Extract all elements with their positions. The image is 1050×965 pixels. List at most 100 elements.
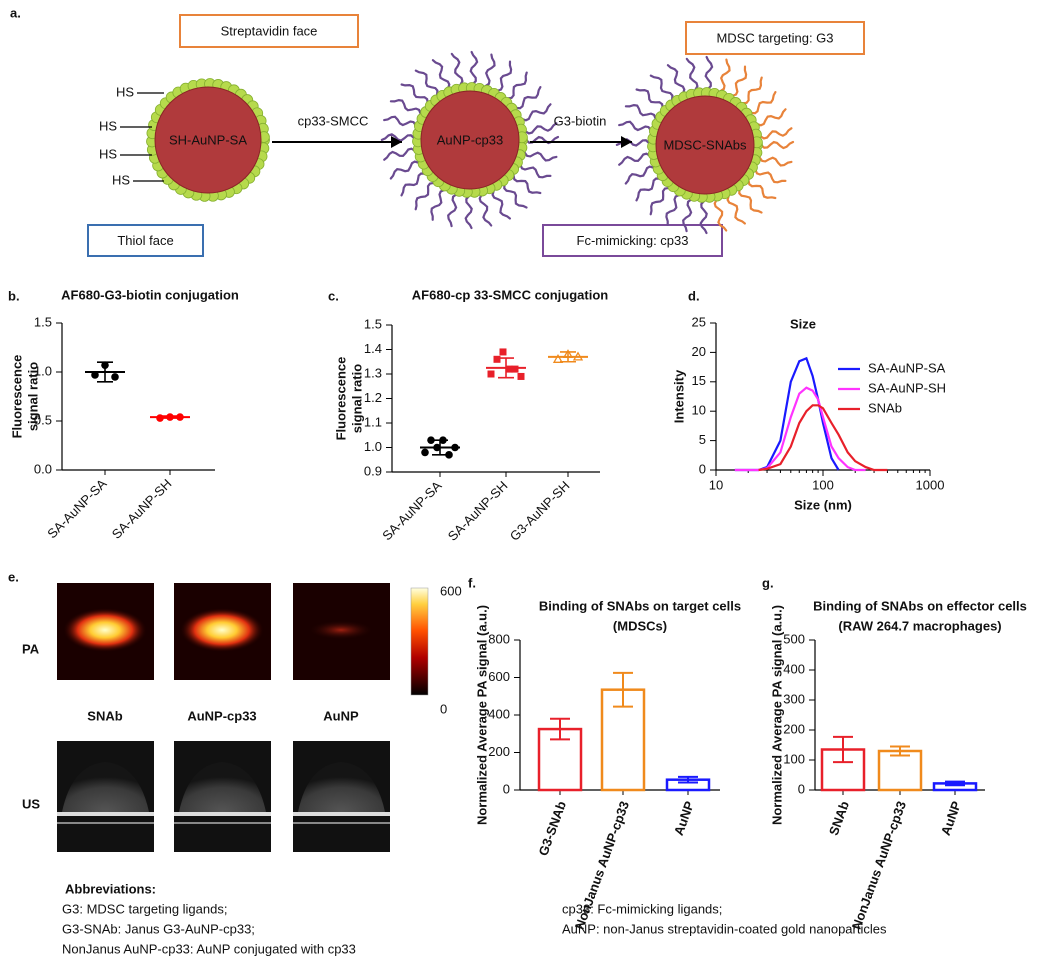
y-tick-label: 0.9 (364, 463, 382, 478)
data-point (487, 370, 495, 378)
nanoparticle (380, 50, 560, 230)
ligand (431, 59, 451, 90)
gold-core (420, 90, 520, 190)
x-tick-label: G3-AuNP-SH (507, 478, 573, 544)
sample-label: AuNP (323, 708, 359, 723)
ligand (726, 194, 746, 225)
us-dome (62, 762, 149, 812)
x-tick-label: AuNP (671, 799, 697, 838)
ligand (496, 60, 513, 93)
error-bar (432, 439, 448, 456)
data-point (91, 371, 99, 379)
ligand (649, 74, 674, 101)
fc-face-box (542, 224, 723, 257)
fc-face: Fc-mimicking: cp33 (577, 233, 689, 248)
y-tick-label: 1.5 (364, 316, 382, 331)
abbreviation: G3-SNAb: Janus G3-AuNP-cp33; (62, 921, 255, 936)
ligand (389, 98, 422, 115)
y-tick-label: 400 (783, 661, 805, 676)
y-tick-label: 1.2 (364, 390, 382, 405)
error-bar (613, 671, 633, 708)
arrow-head (621, 136, 632, 148)
data-point (499, 348, 507, 356)
error-bar (97, 361, 113, 383)
y-axis-label: Intensity (671, 369, 686, 423)
ligand (464, 194, 473, 230)
error-bar (833, 735, 853, 764)
sample-label: SNAb (87, 708, 122, 723)
ligand (741, 76, 763, 105)
y-tick-label: 400 (488, 706, 510, 721)
y-tick-label: 0.5 (34, 412, 52, 427)
ligand (484, 53, 496, 88)
chart-title: Binding of SNAbs on target cells (539, 598, 741, 613)
ligand (523, 151, 558, 162)
bar (877, 749, 923, 792)
colorbar-label: 600 (440, 583, 462, 598)
ligand (635, 88, 664, 110)
chart-title: (MDSCs) (613, 618, 667, 633)
thiol-face-box (87, 224, 204, 257)
error-bar (945, 780, 965, 787)
x-tick-label: G3-SNAb (535, 799, 569, 858)
ligand (624, 103, 657, 120)
y-tick-label: 1.0 (364, 439, 382, 454)
ligand (389, 160, 420, 180)
ligand (666, 64, 686, 95)
nanoparticle (615, 55, 795, 235)
content: a. b. c. d. e. f. g. Streptavidin face Thiol fac… (8, 5, 1027, 956)
targeting-face: MDSC targeting: G3 (716, 30, 833, 45)
y-tick-label: 500 (783, 631, 805, 646)
ligand (514, 86, 542, 110)
data-point (552, 353, 564, 363)
thiol-group: HS (99, 146, 117, 161)
x-axis-label: Size (nm) (794, 497, 852, 512)
ligand (738, 188, 763, 214)
legend-label: SA-AuNP-SA (868, 360, 946, 375)
y-tick-label: 0 (798, 781, 805, 796)
particle-label: SH-AuNP-SA (169, 132, 247, 147)
us-dome (179, 762, 266, 812)
panel-label: e. (8, 569, 19, 584)
panel-label: f. (468, 575, 476, 590)
data-point (421, 448, 429, 457)
thiol-group: HS (112, 172, 130, 187)
ligand (503, 183, 528, 209)
chart-title: AF680-G3-biotin conjugation (61, 287, 239, 302)
x-tick-label: SA-AuNP-SA (44, 476, 109, 541)
y-tick-label: 20 (692, 344, 706, 359)
particle-label: AuNP-cp33 (437, 132, 503, 147)
pa-signal (307, 620, 375, 640)
y-tick-label: 200 (488, 744, 510, 759)
y-tick-label: 15 (692, 373, 706, 388)
us-line (174, 812, 271, 816)
ligand (749, 91, 777, 115)
x-tick-label: NonJanus AuNP-cp33 (849, 799, 909, 931)
pa-signal (63, 608, 147, 652)
ligand (380, 133, 416, 142)
ligand (414, 181, 436, 211)
us-line (293, 822, 390, 824)
legend-label: SNAb (868, 400, 902, 415)
abbreviation: cp33: Fc-mimicking ligands; (562, 901, 722, 916)
panel-label: b. (8, 288, 20, 303)
ligand (430, 188, 446, 221)
ligand (755, 108, 787, 127)
thiol-group: HS (116, 84, 134, 99)
data-line (758, 404, 888, 472)
data-point (493, 355, 501, 363)
pa-signal (180, 608, 264, 652)
us-line (57, 822, 154, 824)
ligand (491, 189, 511, 220)
y-tick-label: 0 (699, 461, 706, 476)
error-bar (560, 351, 576, 363)
x-tick-label: 100 (812, 477, 834, 492)
abbreviations-heading: Abbreviations: (65, 881, 156, 896)
error-bar (550, 717, 570, 741)
arrow-head (391, 136, 402, 148)
y-axis-label: Normalized Average PA signal (a.u.) (474, 605, 489, 825)
ligand (758, 156, 793, 167)
ligand (618, 152, 652, 166)
chart-title: AF680-cp 33-SMCC conjugation (412, 287, 609, 302)
y-tick-label: 1.3 (364, 365, 382, 380)
